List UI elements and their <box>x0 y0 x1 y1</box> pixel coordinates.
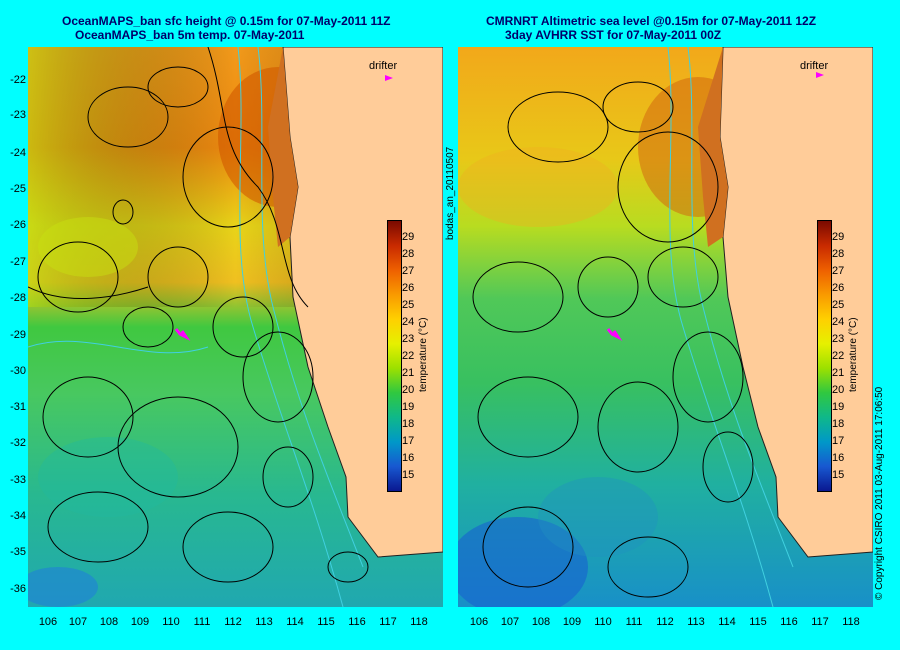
right-title-line2: 3day AVHRR SST for 07-May-2011 00Z <box>505 28 722 42</box>
colorbar-tick: 20 <box>402 384 415 396</box>
lon-label: 116 <box>780 616 798 628</box>
colorbar-tick: 28 <box>402 248 415 260</box>
left-map-panel <box>28 47 443 607</box>
lon-label: 109 <box>562 616 582 628</box>
colorbar-tick: 24 <box>832 316 845 328</box>
sea-level-contours <box>28 47 369 583</box>
right-sst-map <box>458 47 873 607</box>
lat-label: -26 <box>10 219 26 231</box>
lon-label: 118 <box>410 616 428 628</box>
right-map-panel <box>458 47 873 607</box>
colorbar-tick: 26 <box>832 282 845 294</box>
colorbar-tick: 25 <box>402 299 415 311</box>
colorbar-tick: 15 <box>402 469 415 481</box>
drifter-marker-icon <box>816 72 824 78</box>
copyright-label: © Copyright CSIRO 2011 03-Aug-2011 17:06… <box>874 386 885 600</box>
lon-label: 118 <box>842 616 860 628</box>
lat-label: -33 <box>10 474 26 486</box>
colorbar-unit: temperature (°C) <box>418 317 429 392</box>
lon-label: 108 <box>531 616 551 628</box>
colorbar-tick: 16 <box>402 452 415 464</box>
lat-label: -29 <box>10 329 26 341</box>
colorbar-tick: 28 <box>832 248 845 260</box>
lon-label: 107 <box>500 616 520 628</box>
lat-label: -23 <box>10 109 26 121</box>
lon-label: 109 <box>130 616 150 628</box>
lat-label: -24 <box>10 147 26 159</box>
lon-label: 111 <box>193 616 211 628</box>
lat-label: -36 <box>10 583 26 595</box>
lat-label: -35 <box>10 546 26 558</box>
colorbar-tick: 16 <box>832 452 845 464</box>
lon-label: 106 <box>469 616 489 628</box>
colorbar-tick: 24 <box>402 316 415 328</box>
lon-label: 113 <box>687 616 705 628</box>
lon-label: 117 <box>811 616 829 628</box>
lon-label: 114 <box>718 616 736 628</box>
right-colorbar <box>817 220 832 492</box>
drifter-label: drifter <box>800 60 829 72</box>
lat-label: -30 <box>10 365 26 377</box>
lon-label: 115 <box>317 616 335 628</box>
colorbar-tick: 21 <box>832 367 845 379</box>
colorbar-tick: 25 <box>832 299 845 311</box>
lon-label: 116 <box>348 616 366 628</box>
lon-label: 112 <box>224 616 242 628</box>
lon-label: 110 <box>594 616 612 628</box>
drifter-marker-icon <box>385 75 393 81</box>
right-title-line1: CMRNRT Altimetric sea level @0.15m for 0… <box>486 14 817 28</box>
colorbar-tick: 20 <box>832 384 845 396</box>
lat-label: -32 <box>10 437 26 449</box>
colorbar-tick: 22 <box>402 350 415 362</box>
colorbar-tick: 23 <box>402 333 415 345</box>
colorbar-tick: 19 <box>832 401 845 413</box>
colorbar-tick: 18 <box>832 418 845 430</box>
colorbar-unit: temperature (°C) <box>848 317 859 392</box>
lon-label: 115 <box>749 616 767 628</box>
colorbar-tick: 22 <box>832 350 845 362</box>
colorbar-tick: 17 <box>832 435 845 447</box>
run-id-label: bodas_an_20110507 <box>445 146 456 240</box>
colorbar-tick: 27 <box>402 265 415 277</box>
drifter-track <box>606 328 623 341</box>
sea-level-contours <box>472 81 754 598</box>
lon-label: 106 <box>38 616 58 628</box>
lat-label: -31 <box>10 401 26 413</box>
colorbar-tick: 17 <box>402 435 415 447</box>
lat-label: -34 <box>10 510 26 522</box>
drifter-label: drifter <box>369 60 398 72</box>
lat-label: -25 <box>10 183 26 195</box>
lon-label: 110 <box>162 616 180 628</box>
lon-label: 107 <box>68 616 88 628</box>
lon-label: 117 <box>379 616 397 628</box>
lon-label: 111 <box>625 616 643 628</box>
colorbar-tick: 29 <box>402 231 415 243</box>
colorbar-tick: 21 <box>402 367 415 379</box>
lat-label: -22 <box>10 74 26 86</box>
colorbar-tick: 26 <box>402 282 415 294</box>
lat-label: -28 <box>10 292 26 304</box>
drifter-track <box>174 328 191 341</box>
colorbar-tick: 18 <box>402 418 415 430</box>
lon-label: 114 <box>286 616 304 628</box>
lat-label: -27 <box>10 256 26 268</box>
lon-label: 113 <box>255 616 273 628</box>
colorbar-tick: 19 <box>402 401 415 413</box>
left-title-line2: OceanMAPS_ban 5m temp. 07-May-2011 <box>75 28 305 42</box>
left-title-line1: OceanMAPS_ban sfc height @ 0.15m for 07-… <box>62 14 391 28</box>
lon-label: 112 <box>656 616 674 628</box>
left-sst-map <box>28 47 443 607</box>
colorbar-tick: 27 <box>832 265 845 277</box>
lon-label: 108 <box>99 616 119 628</box>
colorbar-tick: 23 <box>832 333 845 345</box>
colorbar-tick: 15 <box>832 469 845 481</box>
left-colorbar <box>387 220 402 492</box>
colorbar-tick: 29 <box>832 231 845 243</box>
